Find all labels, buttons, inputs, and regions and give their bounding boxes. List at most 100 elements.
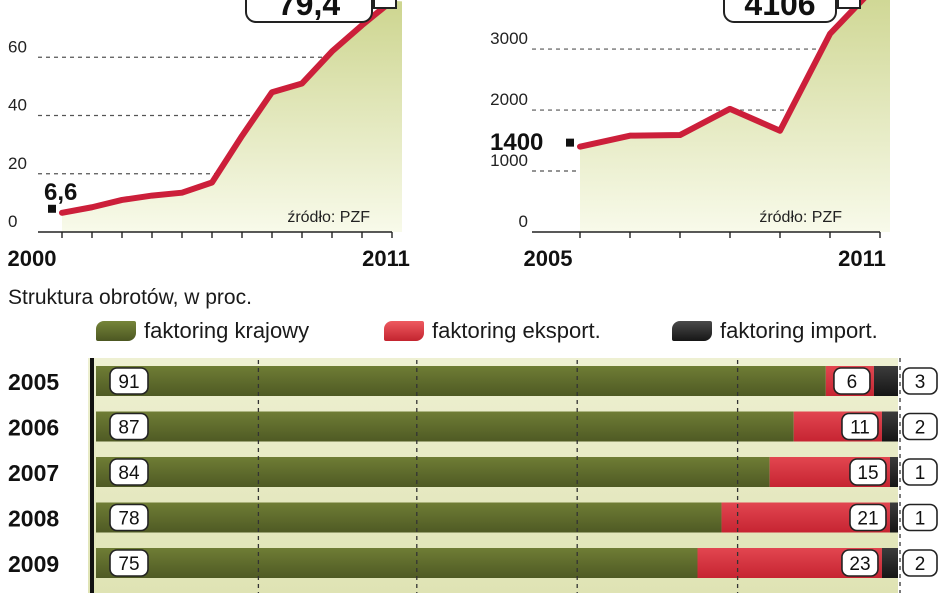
value-label-krajowy: 78 — [118, 509, 139, 530]
legend-label-import: faktoring import. — [720, 318, 878, 343]
value-label-eksport: 11 — [850, 418, 870, 439]
source-note: źródło: PZF — [759, 209, 842, 226]
bar-segment-krajowy — [96, 411, 794, 442]
source-note: źródło: PZF — [287, 209, 370, 226]
bar-segment-import — [881, 411, 898, 442]
line-charts: 0 20 40 60 2000 2011 6,6 79,4 źródło: PZF 0 1000 2… — [8, 0, 890, 271]
row-year-label: 2006 — [8, 415, 59, 441]
last-value-label: 79,4 — [278, 0, 340, 22]
data-point — [300, 82, 304, 85]
data-point — [360, 24, 364, 27]
data-point — [270, 91, 274, 94]
bar-segment-import — [889, 457, 898, 487]
data-point — [728, 107, 732, 111]
value-badge-eksport — [841, 412, 879, 441]
value-label-import: 1 — [915, 509, 926, 530]
value-badge-import — [902, 503, 938, 532]
y-tick-label: 60 — [8, 37, 27, 56]
bar-segment-krajowy — [96, 548, 698, 578]
value-label-import: 1 — [915, 463, 926, 484]
last-value-callout — [245, 0, 373, 23]
value-label-eksport: 23 — [849, 554, 870, 575]
last-value-callout — [723, 0, 837, 23]
y-tick-label: 3000 — [490, 29, 528, 48]
data-point — [150, 194, 154, 197]
legend: faktoring krajowy faktoring eksport. fak… — [0, 318, 948, 350]
value-badge-krajowy — [109, 458, 149, 486]
value-label-krajowy: 75 — [118, 554, 139, 575]
legend-swatch-krajowy — [96, 321, 136, 341]
value-badge-import — [902, 412, 938, 441]
value-label-krajowy: 87 — [118, 418, 139, 439]
value-label-eksport: 6 — [847, 372, 858, 393]
value-badge-krajowy — [109, 412, 149, 441]
start-marker — [566, 138, 574, 147]
series-line — [59, 0, 395, 216]
last-value-label: 4106 — [744, 0, 815, 22]
x-start-label: 2000 — [8, 246, 57, 271]
bar-segment-import — [881, 548, 898, 578]
value-badge-krajowy — [109, 503, 149, 532]
value-badge-eksport — [849, 503, 887, 532]
legend-swatch-import — [672, 321, 712, 341]
structure-title: Struktura obrotów, w proc. — [8, 286, 252, 309]
bar-segment-krajowy — [96, 502, 722, 533]
x-end-label: 2011 — [362, 246, 410, 271]
x-start-label: 2005 — [524, 246, 573, 271]
data-point — [60, 211, 64, 214]
first-value-label: 6,6 — [44, 179, 77, 206]
value-badge-krajowy — [109, 549, 149, 577]
value-label-eksport: 15 — [857, 463, 878, 484]
chart-right: 0 1000 2000 3000 2005 2011 1400 4106 źródło: PZF — [490, 0, 890, 271]
data-point — [578, 145, 582, 148]
value-badge-import — [902, 458, 938, 486]
value-badge-eksport — [833, 367, 871, 395]
row-year-label: 2005 — [8, 369, 59, 395]
legend-label-eksport: faktoring eksport. — [432, 318, 601, 343]
callout-pointer — [373, 0, 397, 9]
y-tick-label: 0 — [519, 212, 528, 231]
y-tick-label: 1000 — [490, 151, 528, 170]
value-label-krajowy: 84 — [118, 463, 140, 484]
value-label-import: 2 — [915, 418, 926, 439]
value-badge-eksport — [849, 458, 887, 486]
data-point — [678, 133, 682, 137]
data-point — [828, 32, 832, 36]
bar-segment-import — [873, 366, 898, 396]
value-badge-import — [902, 549, 938, 577]
value-label-krajowy: 91 — [118, 372, 139, 393]
data-point — [240, 134, 244, 138]
x-end-label: 2011 — [838, 246, 886, 271]
bar-segment-import — [889, 502, 898, 533]
data-point — [120, 198, 124, 202]
legend-swatch-eksport — [384, 321, 424, 341]
bar-segment-krajowy — [96, 366, 826, 396]
y-tick-label: 40 — [8, 96, 27, 115]
start-marker — [48, 204, 56, 213]
data-point — [90, 206, 94, 209]
legend-label-krajowy: faktoring krajowy — [144, 318, 310, 343]
data-point — [330, 50, 334, 53]
data-point — [628, 134, 632, 137]
legend-item-krajowy: faktoring krajowy — [96, 318, 309, 344]
callout-pointer — [837, 0, 861, 9]
y-tick-label: 2000 — [490, 90, 528, 109]
row-year-label: 2009 — [8, 551, 59, 577]
value-label-import: 3 — [915, 372, 926, 393]
area-fill — [62, 0, 402, 233]
area-fill — [580, 0, 890, 232]
data-point — [180, 191, 184, 194]
legend-item-import: faktoring import. — [672, 318, 878, 344]
row-year-label: 2007 — [8, 460, 59, 486]
value-label-eksport: 21 — [857, 509, 878, 530]
value-badge-eksport — [841, 549, 879, 577]
bar-segment-krajowy — [96, 457, 770, 487]
data-point — [210, 181, 214, 184]
chart-left: 0 20 40 60 2000 2011 6,6 79,4 źródło: PZF — [8, 0, 410, 271]
value-badge-import — [902, 367, 938, 395]
y-tick-label: 0 — [8, 212, 17, 231]
data-point — [778, 129, 782, 132]
value-badge-krajowy — [109, 367, 149, 395]
y-tick-label: 20 — [8, 154, 27, 173]
